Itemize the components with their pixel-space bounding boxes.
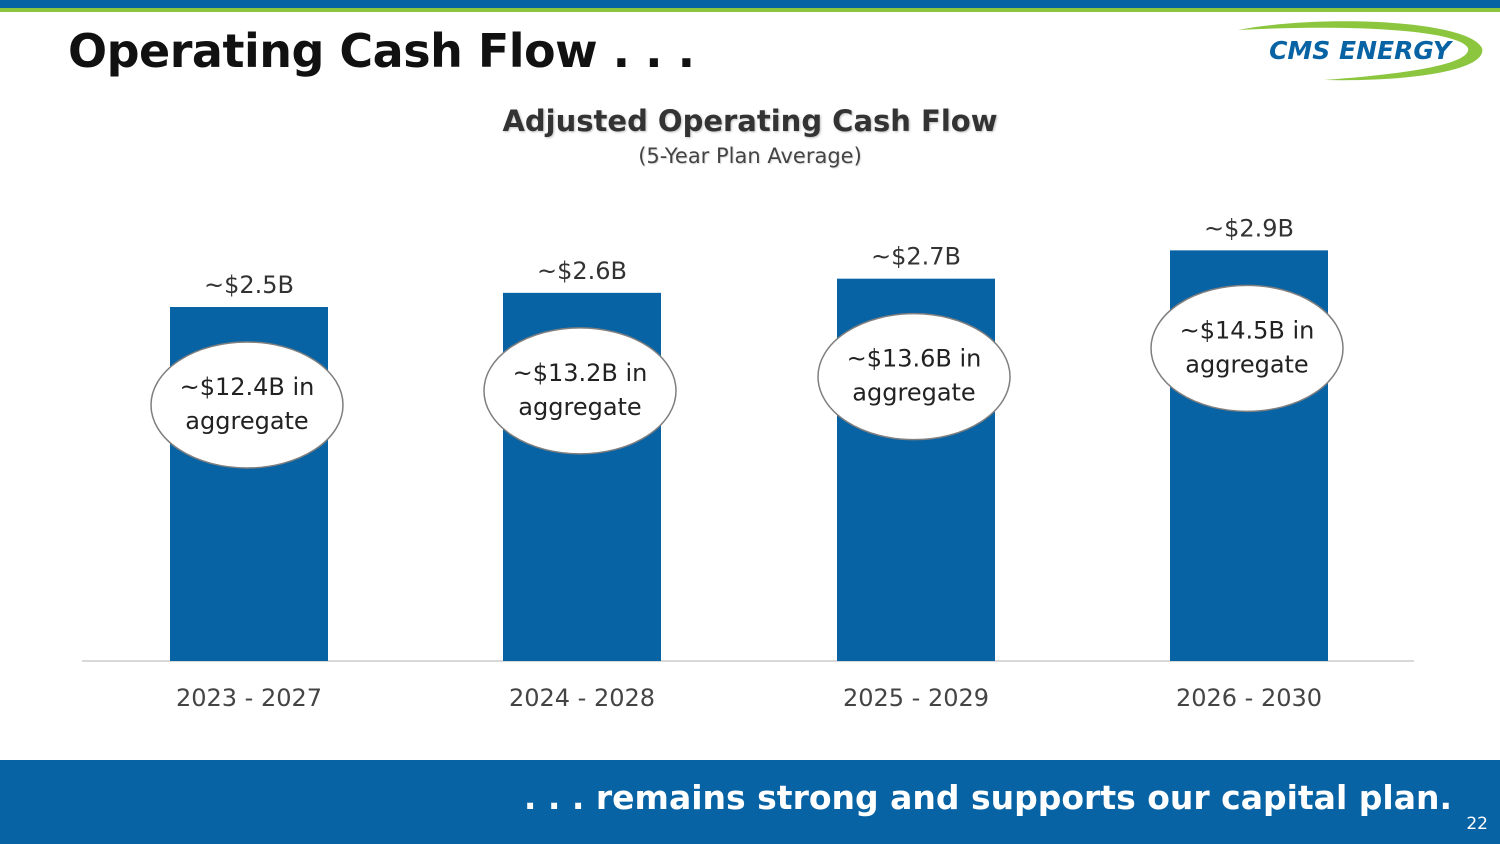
logo-text: CMS ENERGY (1269, 36, 1454, 65)
data-label-1: ~$2.5B (204, 271, 294, 299)
x-tick-label-4: 2026 - 2030 (1176, 684, 1322, 712)
data-label-2: ~$2.6B (537, 257, 627, 285)
aggregate-line1-1: ~$12.4B in (180, 373, 315, 401)
bar-chart: ~$2.5B 2023 - 2027 ~$12.4B in aggregate ~$2.… (82, 214, 1414, 712)
page-number: 22 (1466, 814, 1488, 834)
top-accent-bar (0, 8, 1500, 12)
chart-title: Adjusted Operating Cash Flow (502, 104, 998, 138)
aggregate-bubble-3 (817, 312, 1011, 441)
data-label-4: ~$2.9B (1204, 214, 1294, 242)
aggregate-bubble-2 (483, 327, 677, 455)
aggregate-line1-3: ~$13.6B in (847, 345, 982, 373)
data-label-3: ~$2.7B (871, 243, 961, 271)
footer-tagline: . . . remains strong and supports our ca… (523, 778, 1452, 817)
footer-banner: . . . remains strong and supports our ca… (0, 760, 1500, 844)
x-tick-label-1: 2023 - 2027 (176, 684, 322, 712)
aggregate-line2-4: aggregate (1185, 350, 1308, 378)
aggregate-line2-3: aggregate (852, 379, 975, 407)
aggregate-bubble-4 (1150, 284, 1344, 413)
x-tick-label-3: 2025 - 2029 (843, 684, 989, 712)
aggregate-line2-2: aggregate (518, 393, 641, 421)
aggregate-line1-4: ~$14.5B in (1180, 316, 1315, 344)
x-tick-label-2: 2024 - 2028 (509, 684, 655, 712)
page-title: Operating Cash Flow . . . (68, 24, 695, 78)
chart-subtitle: (5-Year Plan Average) (638, 144, 862, 168)
aggregate-line1-2: ~$13.2B in (513, 359, 648, 387)
aggregate-bubble-1 (150, 341, 344, 469)
aggregate-line2-1: aggregate (185, 407, 308, 435)
cms-energy-logo: CMS ENERGY (1232, 18, 1488, 84)
top-brand-bar (0, 0, 1500, 8)
